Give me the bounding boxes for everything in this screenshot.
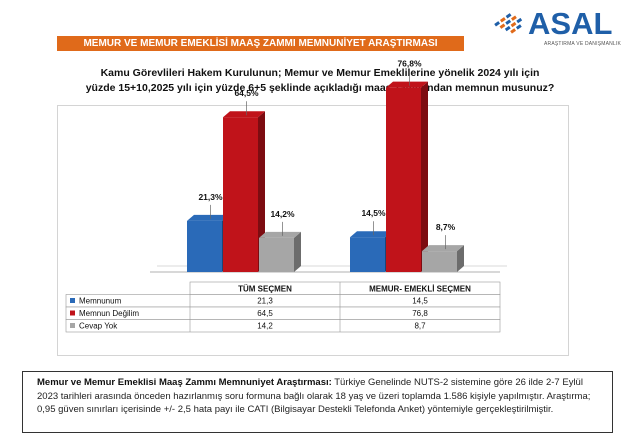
legend-label: Cevap Yok <box>79 322 118 331</box>
note-title: Memur ve Memur Emeklisi Maaş Zammı Memnu… <box>37 377 332 388</box>
table-cell: 21,3 <box>257 297 273 306</box>
table-cell: 8,7 <box>414 322 426 331</box>
table-row <box>65 294 501 308</box>
bar <box>259 237 294 272</box>
bar-top <box>223 111 265 118</box>
bar-side <box>294 231 301 272</box>
bar <box>187 220 222 272</box>
bar-top <box>350 231 392 238</box>
data-label: 8,7% <box>436 222 456 232</box>
table-column-header: MEMUR- EMEKLİ SEÇMEN <box>369 285 471 294</box>
bar-side <box>258 111 265 272</box>
survey-question: Kamu Görevlileri Hakem Kurulunun; Memur … <box>20 66 620 96</box>
bar-side <box>421 81 428 273</box>
question-line-1: Kamu Görevlileri Hakem Kurulunun; Memur … <box>100 67 540 79</box>
question-line-2: yüzde 15+10,2025 yılı için yüzde 6+5 şek… <box>85 82 555 94</box>
bar <box>350 237 385 272</box>
table-cell: 14,5 <box>412 297 428 306</box>
table-cell: 64,5 <box>257 309 273 318</box>
note-text: Türkiye Genelinde NUTS-2 sistemine göre … <box>37 377 591 415</box>
bar <box>386 87 421 273</box>
asal-logo-mark-icon <box>494 13 523 34</box>
legend-swatch <box>70 298 75 303</box>
data-label: 21,3% <box>198 192 223 202</box>
bar-top <box>422 245 464 252</box>
asal-logo: ASAL ARAŞTIRMA VE DANIŞMANLIK <box>492 6 622 47</box>
data-label: 14,5% <box>361 208 386 218</box>
legend-label: Memnun Değilim <box>79 309 139 318</box>
bar-top <box>259 231 301 238</box>
legend-label: Memnunum <box>79 297 122 306</box>
bar <box>422 251 457 272</box>
brand-name: ASAL <box>528 6 613 41</box>
legend-swatch <box>70 310 75 316</box>
data-label: 76,8% <box>397 59 422 69</box>
table-cell: 14,2 <box>257 322 273 331</box>
bar-top <box>386 81 428 88</box>
legend-swatch <box>70 323 75 328</box>
table-row <box>65 319 501 333</box>
data-label: 14,2% <box>270 209 295 219</box>
data-label: 64,5% <box>234 88 259 98</box>
banner-title: MEMUR VE MEMUR EMEKLİSİ MAAŞ ZAMMI MEMNU… <box>57 36 464 51</box>
table-cell: 76,8 <box>412 309 428 318</box>
bar-top <box>187 214 229 221</box>
table-column-header: TÜM SEÇMEN <box>238 285 292 294</box>
bar <box>223 117 258 272</box>
bar-side <box>457 245 464 272</box>
methodology-note: Memur ve Memur Emeklisi Maaş Zammı Memnu… <box>22 371 613 433</box>
brand-tagline: ARAŞTIRMA VE DANIŞMANLIK <box>544 41 622 47</box>
